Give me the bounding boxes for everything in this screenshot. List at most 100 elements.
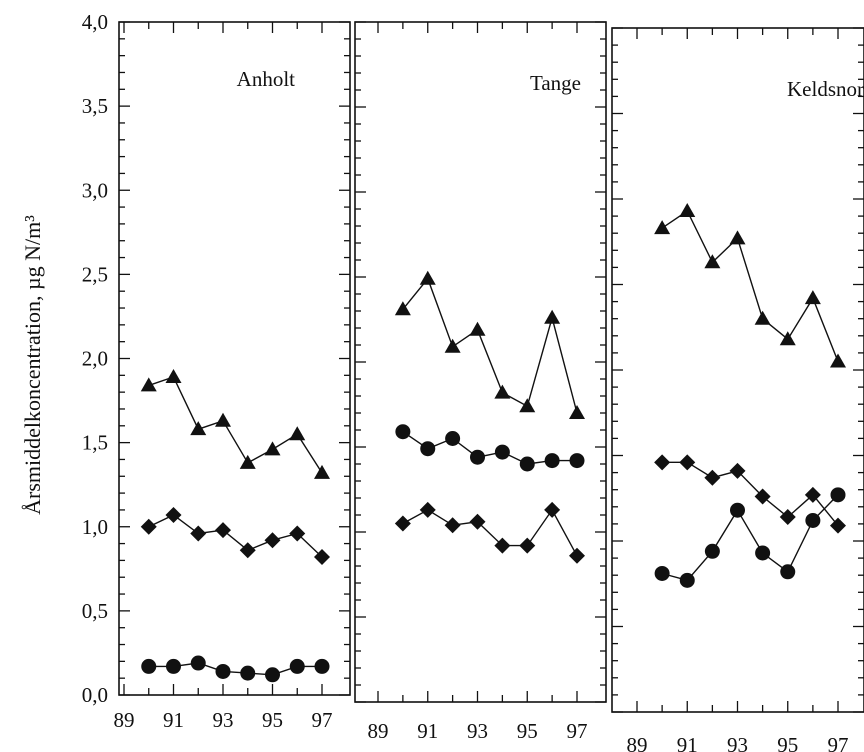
x-tick-label: 97 bbox=[828, 733, 849, 752]
series-triangle bbox=[394, 270, 585, 419]
data-point-circle bbox=[289, 658, 305, 674]
x-tick-label: 89 bbox=[627, 733, 648, 752]
data-point-circle bbox=[654, 565, 670, 581]
data-point-triangle bbox=[654, 220, 671, 235]
data-point-triangle bbox=[469, 321, 486, 336]
data-point-triangle bbox=[544, 309, 561, 324]
data-point-diamond bbox=[394, 515, 411, 532]
data-point-triangle bbox=[494, 384, 511, 399]
data-point-circle bbox=[445, 431, 461, 446]
data-point-diamond bbox=[289, 525, 306, 542]
data-point-triangle bbox=[754, 310, 771, 325]
data-point-circle bbox=[395, 424, 411, 440]
data-point-circle bbox=[190, 655, 206, 671]
data-point-diamond bbox=[544, 501, 561, 518]
data-point-diamond bbox=[165, 506, 182, 523]
data-point-circle bbox=[494, 444, 510, 460]
data-point-triangle bbox=[239, 454, 256, 469]
y-tick-label: 3,5 bbox=[82, 94, 108, 118]
data-point-diamond bbox=[679, 454, 696, 471]
data-point-triangle bbox=[264, 441, 281, 456]
y-axis-label: Årsmiddelkoncentration, µg N/m³ bbox=[20, 215, 45, 515]
series-line bbox=[148, 376, 323, 474]
data-point-triangle bbox=[679, 202, 696, 217]
panel-frame bbox=[354, 21, 607, 703]
data-point-triangle bbox=[569, 405, 585, 419]
data-point-triangle bbox=[704, 254, 721, 269]
series-diamond bbox=[394, 501, 585, 564]
y-tick-label: 1,5 bbox=[82, 431, 108, 455]
data-point-diamond bbox=[830, 517, 846, 534]
data-point-circle bbox=[166, 658, 181, 674]
x-tick-label: 93 bbox=[727, 733, 748, 752]
x-tick-label: 97 bbox=[312, 708, 333, 732]
data-point-diamond bbox=[419, 501, 436, 518]
series-circle bbox=[141, 655, 330, 683]
data-point-diamond bbox=[444, 517, 461, 534]
data-point-diamond bbox=[519, 537, 536, 554]
panel-anholt: 89 91 93 95 97 Anholt bbox=[114, 21, 351, 732]
y-tick-label: 2,0 bbox=[82, 347, 108, 371]
panel-frame bbox=[118, 21, 351, 696]
x-tick-label: 89 bbox=[114, 708, 135, 732]
x-tick-label: 89 bbox=[368, 719, 389, 743]
series-diamond bbox=[140, 506, 330, 566]
data-point-triangle bbox=[190, 421, 207, 436]
data-point-circle bbox=[780, 564, 796, 580]
y-tick-label: 0,5 bbox=[82, 599, 108, 623]
data-point-triangle bbox=[804, 290, 821, 305]
x-tick-label: 93 bbox=[213, 708, 234, 732]
data-point-triangle bbox=[444, 338, 461, 353]
data-point-circle bbox=[730, 502, 745, 518]
series-circle bbox=[395, 424, 585, 472]
panel-title: Keldsnor bbox=[787, 77, 864, 101]
panel-keldsnor: 89 91 93 95 97 Keldsnor bbox=[611, 27, 864, 752]
data-point-circle bbox=[755, 545, 771, 561]
data-point-triangle bbox=[140, 377, 157, 392]
data-point-diamond bbox=[729, 462, 746, 479]
data-point-triangle bbox=[830, 353, 846, 368]
series-triangle bbox=[654, 202, 846, 368]
data-point-diamond bbox=[494, 537, 511, 554]
data-point-circle bbox=[830, 487, 846, 503]
y-tick-label: 4,0 bbox=[82, 10, 108, 34]
x-tick-label: 95 bbox=[517, 719, 538, 743]
data-point-circle bbox=[470, 449, 485, 465]
x-tick-label: 93 bbox=[467, 719, 488, 743]
data-point-diamond bbox=[704, 469, 721, 486]
data-point-triangle bbox=[215, 412, 231, 427]
data-point-diamond bbox=[804, 486, 821, 503]
data-point-triangle bbox=[729, 230, 746, 245]
data-point-circle bbox=[704, 543, 720, 559]
series-triangle bbox=[140, 369, 330, 479]
data-point-diamond bbox=[469, 513, 486, 530]
data-point-circle bbox=[141, 658, 157, 674]
data-point-diamond bbox=[264, 532, 281, 549]
series-line bbox=[402, 508, 578, 557]
y-tick-label: 1,0 bbox=[82, 515, 108, 539]
data-point-diamond bbox=[654, 454, 671, 471]
x-tick-label: 91 bbox=[677, 733, 698, 752]
data-point-diamond bbox=[215, 522, 231, 539]
data-point-circle bbox=[569, 453, 585, 469]
data-point-diamond bbox=[239, 542, 256, 559]
series-line bbox=[402, 277, 578, 414]
panel-tange: 89 91 93 95 97 Tange bbox=[354, 21, 607, 743]
data-point-circle bbox=[544, 453, 560, 469]
data-point-diamond bbox=[569, 547, 585, 564]
data-point-circle bbox=[215, 663, 231, 679]
data-point-triangle bbox=[419, 270, 436, 285]
data-point-triangle bbox=[314, 464, 330, 479]
data-point-circle bbox=[519, 456, 535, 472]
y-tick-label: 3,0 bbox=[82, 178, 108, 202]
x-tick-label: 91 bbox=[417, 719, 438, 743]
series-circle bbox=[654, 487, 846, 588]
panel-title: Tange bbox=[530, 71, 581, 95]
data-point-circle bbox=[314, 658, 330, 674]
data-point-triangle bbox=[779, 331, 796, 346]
x-tick-label: 95 bbox=[262, 708, 283, 732]
data-point-circle bbox=[420, 441, 436, 457]
x-tick-label: 95 bbox=[777, 733, 798, 752]
data-point-diamond bbox=[190, 525, 207, 542]
